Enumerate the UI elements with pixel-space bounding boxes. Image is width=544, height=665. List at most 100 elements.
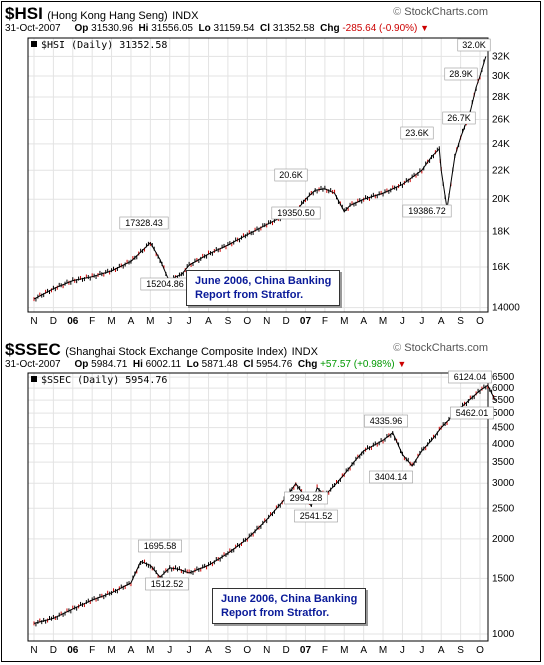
x-tick-label: 07 [300, 316, 312, 327]
legend-label: $SSEC (Daily) 5954.76 [41, 375, 167, 386]
annotation-label: 15204.86 [146, 279, 184, 289]
y-tick-label: 2000 [492, 534, 515, 545]
x-tick-label: S [225, 645, 232, 656]
ssec-title: $SSEC (Shanghai Stock Exchange Composite… [5, 340, 318, 360]
x-tick-label: J [187, 316, 192, 327]
y-tick-label: 30K [492, 71, 510, 82]
annotation-box [145, 577, 189, 591]
legend-swatch [31, 41, 37, 47]
annotation-label: 26.7K [447, 113, 471, 123]
watermark-icon: © [393, 6, 405, 18]
y-tick-label: 22K [492, 165, 510, 176]
annotation-label: 32.0K [462, 40, 486, 50]
y-tick-label: 6000 [492, 383, 515, 394]
x-tick-label: S [457, 316, 464, 327]
x-tick-label: 06 [67, 645, 79, 656]
ssec-watermark: © StockCharts.com [393, 342, 488, 354]
down-triangle-icon: ▼ [420, 23, 430, 33]
ssec-panel: $SSEC (Shanghai Stock Exchange Composite… [0, 336, 544, 665]
ssec-close: 5954.76 [256, 359, 293, 370]
hsi-symbol: $HSI [5, 4, 43, 23]
x-tick-label: A [438, 316, 445, 327]
ssec-low: 5871.48 [201, 359, 238, 370]
x-tick-label: A [438, 645, 445, 656]
x-tick-label: O [243, 645, 251, 656]
x-tick-label: M [340, 645, 348, 656]
y-tick-label: 28K [492, 92, 510, 103]
ssec-name: (Shanghai Stock Exchange Composite Index… [65, 346, 288, 358]
x-tick-label: M [379, 645, 387, 656]
hsi-close: 31352.58 [272, 23, 315, 34]
x-tick-label: A [360, 316, 367, 327]
price-line [33, 56, 487, 300]
x-tick-label: N [30, 316, 37, 327]
y-tick-label: 5000 [492, 408, 515, 419]
x-tick-label: M [107, 645, 115, 656]
ssec-ohlc: 31-Oct-2007 Op 5984.71 Hi 6002.11 Lo 587… [5, 359, 407, 370]
x-tick-label: D [50, 645, 57, 656]
annotation-label: 28.9K [449, 69, 473, 79]
x-tick-label: J [167, 316, 172, 327]
y-tick-label: 32K [492, 51, 510, 62]
x-tick-label: F [322, 645, 328, 656]
annotation-label: 20.6K [279, 170, 303, 180]
x-tick-label: F [89, 645, 95, 656]
ssec-high: 6002.11 [145, 359, 182, 370]
x-tick-label: M [146, 316, 154, 327]
x-tick-label: 06 [67, 316, 79, 327]
ssec-date: 31-Oct-2007 [5, 359, 61, 370]
annotation-box [119, 216, 169, 230]
hsi-change: -285.64 (-0.90%) [342, 23, 418, 34]
x-tick-label: M [146, 645, 154, 656]
x-tick-label: O [476, 645, 484, 656]
hsi-name: (Hong Kong Hang Seng) [47, 10, 168, 22]
annotation-box [444, 67, 478, 81]
plot-area [27, 372, 489, 642]
x-tick-label: M [107, 316, 115, 327]
hsi-title: $HSI (Hong Kong Hang Seng) INDX [5, 4, 198, 24]
x-tick-label: M [340, 316, 348, 327]
annotation-label: 3404.14 [375, 472, 408, 482]
y-tick-label: 16K [492, 262, 510, 273]
ssec-open: 5984.71 [91, 359, 128, 370]
x-tick-label: 07 [300, 645, 312, 656]
x-tick-label: O [243, 316, 251, 327]
annotation-label: 1512.52 [151, 579, 184, 589]
ssec-note-box: June 2006, China Banking Report from Str… [212, 588, 367, 624]
y-tick-label: 3500 [492, 457, 515, 468]
x-tick-label: D [282, 316, 289, 327]
x-tick-label: J [419, 645, 424, 656]
ssec-exchange: INDX [291, 346, 318, 358]
x-tick-label: A [205, 645, 212, 656]
x-tick-label: A [128, 316, 135, 327]
hsi-ohlc: 31-Oct-2007 Op 31530.96 Hi 31556.05 Lo 3… [5, 23, 430, 34]
annotation-box [138, 539, 182, 553]
y-tick-label: 3000 [492, 478, 515, 489]
ssec-symbol: $SSEC [5, 340, 61, 359]
annotation-label: 17328.43 [125, 218, 163, 228]
x-tick-label: J [167, 645, 172, 656]
y-tick-label: 24K [492, 139, 510, 150]
x-tick-label: J [400, 645, 405, 656]
y-tick-label: 18K [492, 226, 510, 237]
annotation-box [448, 370, 492, 384]
annotation-box [271, 206, 321, 220]
x-tick-label: N [263, 316, 270, 327]
hsi-date: 31-Oct-2007 [5, 23, 61, 34]
x-tick-label: F [322, 316, 328, 327]
annotation-label: 4335.96 [370, 416, 403, 426]
y-tick-label: 6500 [492, 372, 515, 383]
x-tick-label: A [128, 645, 135, 656]
annotation-label: 19350.50 [277, 208, 315, 218]
annotation-label: 6124.04 [454, 372, 487, 382]
price-line [33, 384, 496, 624]
y-tick-label: 4500 [492, 423, 515, 434]
annotation-box [402, 204, 452, 218]
annotation-label: 2541.52 [300, 511, 333, 521]
x-tick-label: F [89, 316, 95, 327]
annotation-label: 5462.01 [456, 408, 489, 418]
y-tick-label: 26K [492, 115, 510, 126]
hsi-note-box: June 2006, China Banking Report from Str… [186, 270, 341, 306]
